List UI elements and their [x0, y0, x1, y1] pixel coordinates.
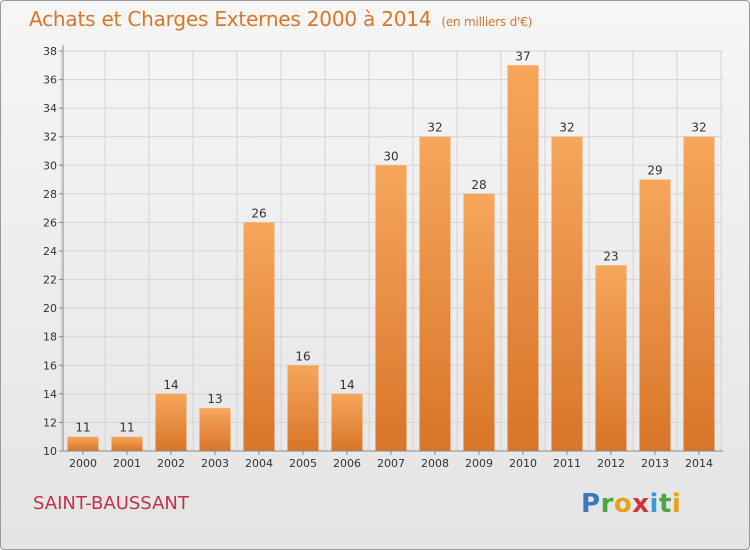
x-tick-label: 2008 — [421, 457, 449, 470]
bar — [683, 136, 715, 451]
x-tick-label: 2004 — [245, 457, 273, 470]
data-label: 16 — [295, 349, 310, 363]
data-label: 26 — [251, 206, 266, 220]
bar — [375, 165, 407, 452]
logo-letter: x — [632, 489, 650, 519]
logo-letter: t — [658, 489, 672, 519]
y-tick-label: 22 — [43, 274, 57, 287]
bar — [67, 436, 99, 451]
y-tick-label: 24 — [43, 245, 57, 258]
x-tick-label: 2006 — [333, 457, 361, 470]
y-tick-label: 34 — [43, 102, 57, 115]
town-name: SAINT-BAUSSANT — [33, 493, 189, 514]
bar — [639, 179, 671, 452]
logo-letter: P — [581, 489, 601, 519]
logo-letter: r — [600, 489, 614, 519]
data-label: 28 — [471, 178, 486, 192]
data-label: 13 — [207, 392, 222, 406]
y-tick-label: 32 — [43, 131, 57, 144]
bar — [595, 265, 627, 451]
y-tick-label: 30 — [43, 159, 57, 172]
x-tick-label: 2000 — [69, 457, 97, 470]
data-label: 14 — [339, 378, 354, 392]
x-tick-label: 2005 — [289, 457, 317, 470]
data-label: 29 — [647, 164, 662, 178]
data-label: 14 — [163, 378, 178, 392]
logo-letter: i — [671, 489, 682, 519]
y-tick-label: 10 — [43, 445, 57, 458]
data-label: 23 — [603, 249, 618, 263]
bar — [331, 393, 363, 451]
x-tick-label: 2002 — [157, 457, 185, 470]
y-tick-label: 18 — [43, 331, 57, 344]
data-label: 30 — [383, 149, 398, 163]
chart-subtitle: (en milliers d'€) — [441, 15, 533, 29]
axes — [59, 45, 723, 455]
x-tick-label: 2009 — [465, 457, 493, 470]
bar — [287, 365, 319, 451]
bars — [67, 65, 715, 452]
labels: 10 12 14 16 18 20 22 24 26 28 30 32 34 36 38 11 2000 11 20… — [43, 45, 713, 470]
x-tick-label: 2011 — [553, 457, 581, 470]
x-tick-label: 2012 — [597, 457, 625, 470]
x-tick-label: 2010 — [509, 457, 537, 470]
bar — [507, 65, 539, 452]
bar — [463, 193, 495, 451]
bar — [551, 136, 583, 451]
y-tick-label: 16 — [43, 359, 57, 372]
x-tick-label: 2013 — [641, 457, 669, 470]
data-label: 37 — [515, 49, 530, 63]
bar — [199, 408, 231, 451]
proxiti-logo: Proxiti — [581, 489, 681, 519]
y-tick-label: 20 — [43, 302, 57, 315]
bar — [243, 222, 275, 451]
bar — [419, 136, 451, 451]
x-tick-label: 2007 — [377, 457, 405, 470]
logo-letter: o — [613, 489, 633, 519]
data-label: 32 — [427, 121, 442, 135]
y-tick-label: 28 — [43, 188, 57, 201]
x-tick-label: 2001 — [113, 457, 141, 470]
y-tick-label: 36 — [43, 74, 57, 87]
data-label: 32 — [559, 121, 574, 135]
y-tick-label: 14 — [43, 388, 57, 401]
y-tick-label: 38 — [43, 45, 57, 58]
data-label: 32 — [691, 121, 706, 135]
title-text: Achats et Charges Externes 2000 à 2014 — [29, 7, 432, 31]
x-tick-label: 2003 — [201, 457, 229, 470]
x-tick-label: 2014 — [685, 457, 713, 470]
y-tick-label: 12 — [43, 416, 57, 429]
bar — [155, 393, 187, 451]
y-tick-label: 26 — [43, 216, 57, 229]
data-label: 11 — [119, 421, 134, 435]
bar — [111, 436, 143, 451]
logo-letter: i — [649, 489, 659, 519]
data-label: 11 — [75, 421, 90, 435]
chart-title: Achats et Charges Externes 2000 à 2014 (e… — [29, 7, 532, 31]
